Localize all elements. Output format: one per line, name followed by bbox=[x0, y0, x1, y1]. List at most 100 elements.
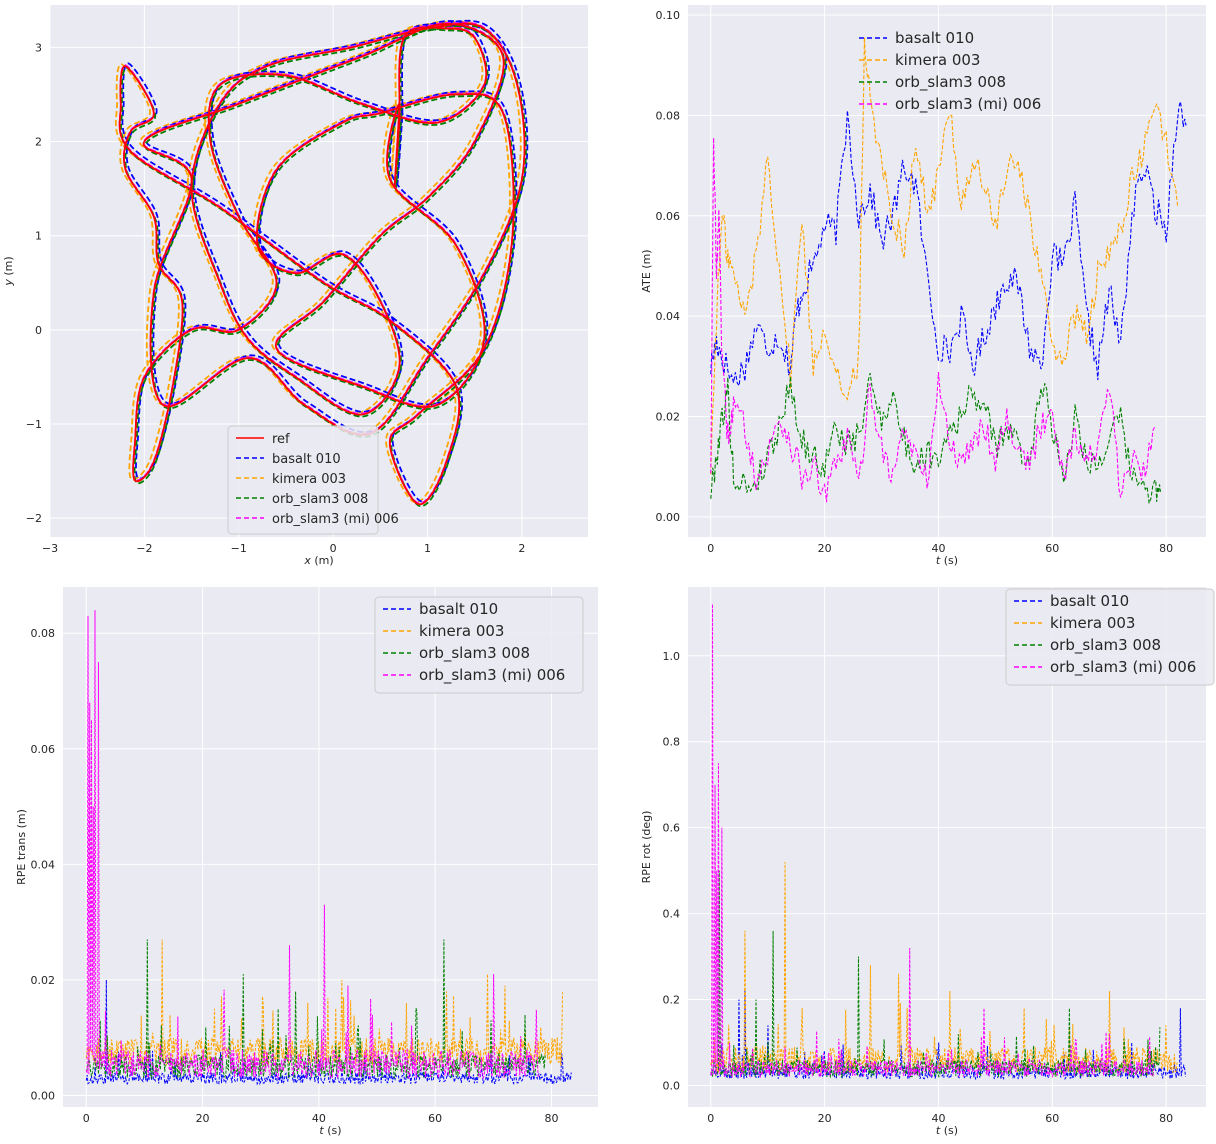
legend-label: orb_slam3 (mi) 006 bbox=[1050, 658, 1196, 677]
x-tick-label: 40 bbox=[931, 1112, 945, 1125]
y-tick-label: 2 bbox=[35, 136, 42, 149]
legend-label: orb_slam3 (mi) 006 bbox=[419, 666, 565, 685]
x-axis-symbol: t bbox=[936, 1124, 941, 1137]
x-tick-label: 80 bbox=[544, 1112, 558, 1125]
x-tick-label: 1 bbox=[424, 542, 431, 555]
x-tick-label: 0 bbox=[83, 1112, 90, 1125]
trajectory-kimera-003 bbox=[114, 20, 522, 504]
x-axis-unit: (s) bbox=[940, 554, 958, 567]
legend-frame bbox=[227, 425, 379, 535]
x-tick-label: 60 bbox=[1045, 1112, 1059, 1125]
x-tick-label: 20 bbox=[196, 1112, 210, 1125]
y-tick-label: 0.02 bbox=[31, 974, 56, 987]
y-tick-label: 3 bbox=[35, 41, 42, 54]
y-tick-label: 0.4 bbox=[663, 908, 681, 921]
legend: basalt 010 kimera 003 orb_slam3 008 orb_sla… bbox=[1005, 588, 1215, 686]
y-tick-label: 1 bbox=[35, 230, 42, 243]
x-axis-symbol: x bbox=[303, 554, 311, 567]
x-tick-label: −3 bbox=[42, 542, 58, 555]
legend-frame bbox=[1005, 588, 1215, 686]
legend-label: kimera 003 bbox=[1050, 614, 1135, 632]
series-line bbox=[710, 137, 1156, 503]
y-tick-label: 0.04 bbox=[656, 310, 681, 323]
legend-label: basalt 010 bbox=[272, 452, 341, 467]
x-axis-symbol: t bbox=[319, 1124, 324, 1137]
legend-label: ref bbox=[272, 432, 290, 447]
trajectory-ref bbox=[118, 22, 526, 505]
legend-label: basalt 010 bbox=[419, 600, 498, 618]
legend: basalt 010 kimera 003 orb_slam3 008 orb_sla… bbox=[859, 29, 1041, 114]
series-line bbox=[710, 604, 1155, 1079]
ate-plot: 0 20 40 60 80 0.00 0.02 0.04 0.06 0.08 0.10 t (s) AT… bbox=[640, 5, 1206, 567]
y-tick-label: 0.2 bbox=[663, 994, 681, 1007]
series-line bbox=[710, 101, 1187, 388]
legend-label: kimera 003 bbox=[895, 51, 980, 69]
x-axis-symbol: t bbox=[936, 554, 941, 567]
x-tick-label: 60 bbox=[428, 1112, 442, 1125]
x-tick-label: 80 bbox=[1159, 542, 1173, 555]
series-line bbox=[85, 979, 572, 1086]
legend-label: orb_slam3 008 bbox=[419, 644, 530, 663]
y-tick-label: −2 bbox=[26, 512, 42, 525]
rpe-trans-plot: 0 20 40 60 80 0.00 0.02 0.04 0.06 0.08 t (s) RPE tr… bbox=[15, 587, 598, 1137]
legend-label: orb_slam3 (mi) 006 bbox=[895, 95, 1041, 114]
legend-label: orb_slam3 008 bbox=[272, 492, 368, 507]
y-tick-label: 0.10 bbox=[656, 9, 681, 22]
legend-label: orb_slam3 008 bbox=[1050, 636, 1161, 655]
x-tick-label: −1 bbox=[231, 542, 247, 555]
y-axis-unit: (m) bbox=[2, 256, 15, 279]
legend-label: kimera 003 bbox=[419, 622, 504, 640]
x-axis-label: x (m) bbox=[303, 554, 333, 567]
legend-label: kimera 003 bbox=[272, 472, 346, 487]
y-tick-label: 0.04 bbox=[31, 858, 56, 871]
rpe-rot-plot: 0 20 40 60 80 0.0 0.2 0.4 0.6 0.8 1.0 t (s) RPE rot … bbox=[640, 587, 1215, 1137]
y-tick-label: 0.00 bbox=[31, 1089, 56, 1102]
y-tick-label: 0.08 bbox=[656, 109, 681, 122]
y-axis-label: RPE rot (deg) bbox=[640, 811, 653, 884]
y-tick-label: 0.08 bbox=[31, 627, 56, 640]
x-axis-label: t (s) bbox=[936, 554, 958, 567]
series-line bbox=[710, 372, 1162, 504]
y-tick-label: 0.0 bbox=[663, 1080, 681, 1093]
legend-label: orb_slam3 008 bbox=[895, 73, 1006, 92]
legend-label: basalt 010 bbox=[895, 29, 974, 47]
series-line bbox=[710, 870, 1161, 1079]
series-line bbox=[85, 939, 564, 1068]
x-axis-unit: (m) bbox=[311, 554, 334, 567]
y-tick-label: 0.6 bbox=[663, 822, 681, 835]
y-tick-label: 0.02 bbox=[656, 411, 681, 424]
series-line bbox=[85, 939, 546, 1080]
x-tick-label: 0 bbox=[330, 542, 337, 555]
x-tick-label: 0 bbox=[707, 542, 714, 555]
y-tick-label: −1 bbox=[26, 418, 42, 431]
legend-label: orb_slam3 (mi) 006 bbox=[272, 512, 399, 527]
y-tick-label: 0.06 bbox=[656, 210, 681, 223]
x-tick-label: 20 bbox=[818, 1112, 832, 1125]
series-line bbox=[85, 610, 540, 1080]
x-axis-unit: (s) bbox=[940, 1124, 958, 1137]
x-axis-label: t (s) bbox=[936, 1124, 958, 1137]
y-tick-label: 0 bbox=[35, 324, 42, 337]
x-axis-label: t (s) bbox=[319, 1124, 341, 1137]
x-tick-label: 60 bbox=[1045, 542, 1059, 555]
x-tick-label: 20 bbox=[818, 542, 832, 555]
x-tick-label: 2 bbox=[518, 542, 525, 555]
y-axis-label: ATE (m) bbox=[640, 249, 653, 292]
x-tick-label: 80 bbox=[1159, 1112, 1173, 1125]
y-tick-label: 0.8 bbox=[663, 736, 681, 749]
x-tick-label: 40 bbox=[931, 542, 945, 555]
x-tick-label: −2 bbox=[136, 542, 152, 555]
x-axis-unit: (s) bbox=[324, 1124, 342, 1137]
y-tick-label: 0.06 bbox=[31, 743, 56, 756]
y-axis-label: RPE trans (m) bbox=[15, 809, 28, 885]
y-tick-label: 0.00 bbox=[656, 511, 681, 524]
y-axis-symbol: y bbox=[2, 279, 15, 287]
series-line bbox=[710, 37, 1179, 475]
x-tick-label: 40 bbox=[312, 1112, 326, 1125]
legend: basalt 010 kimera 003 orb_slam3 008 orb_sla… bbox=[374, 596, 584, 694]
legend-frame bbox=[374, 596, 584, 694]
legend: ref basalt 010 kimera 003 orb_slam3 008 orb_… bbox=[227, 425, 399, 535]
legend-label: basalt 010 bbox=[1050, 592, 1129, 610]
